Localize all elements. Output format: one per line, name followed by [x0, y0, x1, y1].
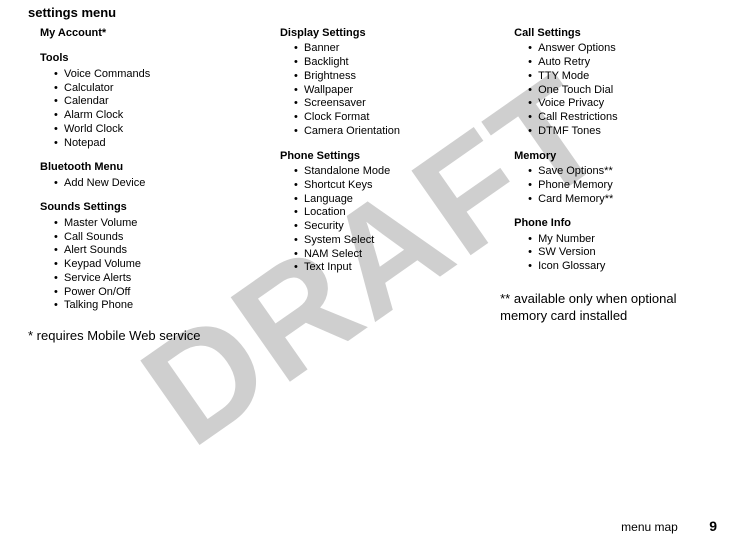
section-phone-settings: Phone Settings [280, 149, 514, 164]
section-phone-info: Phone Info [514, 216, 719, 231]
list-item: Call Restrictions [528, 111, 719, 125]
footer-label: menu map [621, 520, 678, 534]
phone-settings-list: Standalone Mode Shortcut Keys Language L… [280, 165, 514, 275]
list-item: Language [294, 193, 514, 207]
list-item: Talking Phone [54, 299, 280, 313]
phone-info-list: My Number SW Version Icon Glossary [514, 233, 719, 274]
list-item: Screensaver [294, 97, 514, 111]
list-item: Wallpaper [294, 84, 514, 98]
list-item: Voice Privacy [528, 97, 719, 111]
list-item: Location [294, 206, 514, 220]
list-item: DTMF Tones [528, 125, 719, 139]
list-item: NAM Select [294, 248, 514, 262]
page-title: settings menu [28, 5, 719, 20]
list-item: Brightness [294, 70, 514, 84]
footnote-left: * requires Mobile Web service [28, 327, 280, 345]
section-sounds: Sounds Settings [40, 200, 280, 215]
list-item: Standalone Mode [294, 165, 514, 179]
list-item: Card Memory** [528, 193, 719, 207]
footnote-right: ** available only when optional memory c… [500, 290, 719, 325]
list-item: Voice Commands [54, 68, 280, 82]
column-1: My Account* Tools Voice Commands Calcula… [28, 26, 280, 345]
list-item: Shortcut Keys [294, 179, 514, 193]
list-item: Backlight [294, 56, 514, 70]
list-item: My Number [528, 233, 719, 247]
tools-list: Voice Commands Calculator Calendar Alarm… [40, 68, 280, 151]
list-item: Camera Orientation [294, 125, 514, 139]
list-item: Notepad [54, 137, 280, 151]
sounds-list: Master Volume Call Sounds Alert Sounds K… [40, 217, 280, 313]
list-item: Answer Options [528, 42, 719, 56]
list-item: Calendar [54, 95, 280, 109]
list-item: Text Input [294, 261, 514, 275]
list-item: Security [294, 220, 514, 234]
list-item: Service Alerts [54, 272, 280, 286]
memory-list: Save Options** Phone Memory Card Memory*… [514, 165, 719, 206]
page-footer: menu map 9 [621, 518, 717, 534]
bluetooth-list: Add New Device [40, 177, 280, 191]
list-item: Master Volume [54, 217, 280, 231]
list-item: Alarm Clock [54, 109, 280, 123]
list-item: World Clock [54, 123, 280, 137]
list-item: Auto Retry [528, 56, 719, 70]
list-item: Calculator [54, 82, 280, 96]
section-memory: Memory [514, 149, 719, 164]
list-item: Add New Device [54, 177, 280, 191]
call-settings-list: Answer Options Auto Retry TTY Mode One T… [514, 42, 719, 138]
list-item: SW Version [528, 246, 719, 260]
list-item: Call Sounds [54, 231, 280, 245]
list-item: Save Options** [528, 165, 719, 179]
display-list: Banner Backlight Brightness Wallpaper Sc… [280, 42, 514, 138]
page-number: 9 [709, 518, 717, 534]
list-item: Keypad Volume [54, 258, 280, 272]
list-item: Power On/Off [54, 286, 280, 300]
list-item: Alert Sounds [54, 244, 280, 258]
list-item: Phone Memory [528, 179, 719, 193]
column-2: Display Settings Banner Backlight Bright… [280, 26, 514, 345]
list-item: Icon Glossary [528, 260, 719, 274]
list-item: One Touch Dial [528, 84, 719, 98]
section-display: Display Settings [280, 26, 514, 41]
section-tools: Tools [40, 51, 280, 66]
column-3: Call Settings Answer Options Auto Retry … [514, 26, 719, 345]
section-my-account: My Account* [40, 26, 280, 41]
section-bluetooth: Bluetooth Menu [40, 160, 280, 175]
list-item: System Select [294, 234, 514, 248]
list-item: Banner [294, 42, 514, 56]
list-item: TTY Mode [528, 70, 719, 84]
list-item: Clock Format [294, 111, 514, 125]
section-call-settings: Call Settings [514, 26, 719, 41]
